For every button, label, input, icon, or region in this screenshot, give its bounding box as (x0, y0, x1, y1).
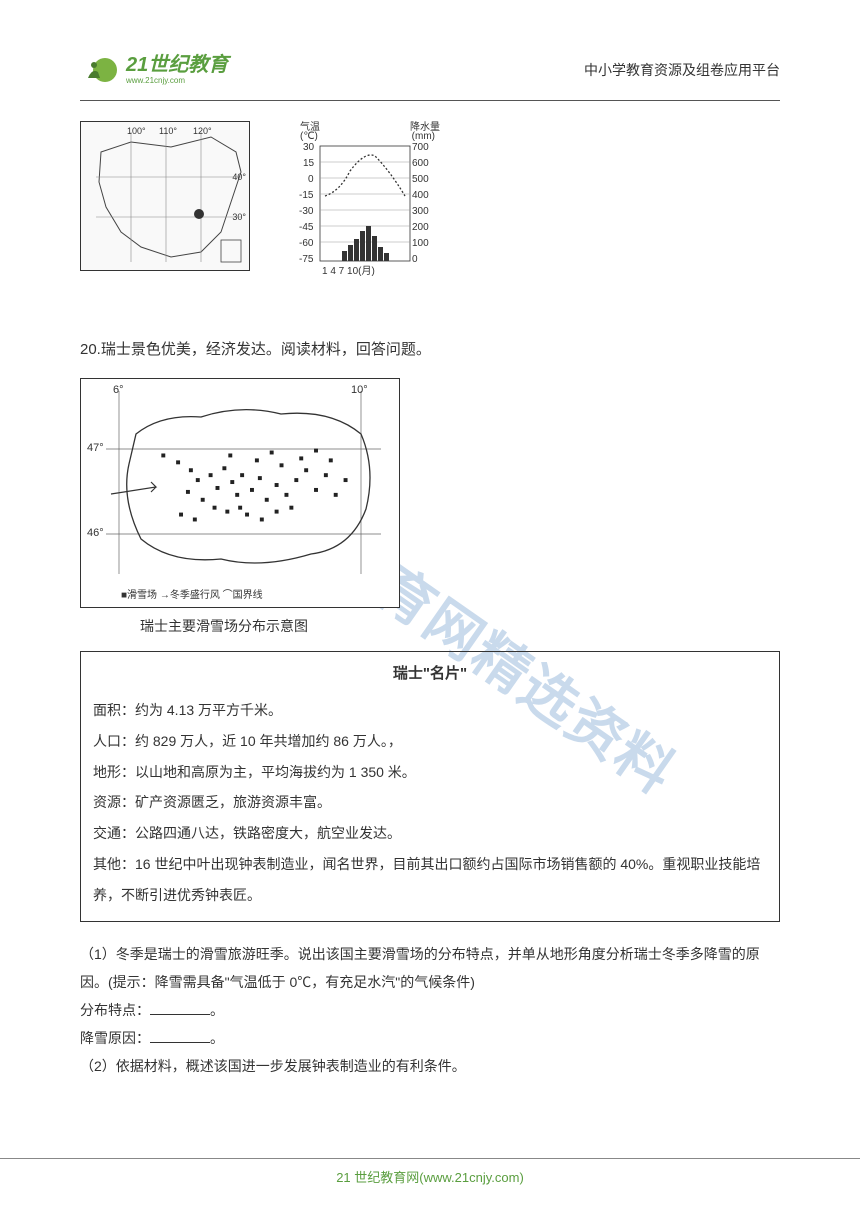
y-right: 0 (412, 254, 418, 265)
page-footer: 21 世纪教育网(www.21cnjy.com) (0, 1158, 860, 1186)
y-right: 600 (412, 158, 429, 169)
answer-blank[interactable] (150, 999, 210, 1015)
swiss-map-caption: 瑞士主要滑雪场分布示意图 (140, 616, 780, 636)
swiss-lon: 6° (113, 384, 124, 396)
header-right-text: 中小学教育资源及组卷应用平台 (584, 60, 780, 80)
y-left: -30 (299, 206, 313, 217)
info-line: 其他：16 世纪中叶出现钟表制造业，闻名世界，目前其出口额约占国际市场销售额的 … (93, 849, 767, 911)
chart-unit-right: (mm) (412, 131, 435, 142)
blank-label: 分布特点： (80, 1002, 150, 1018)
info-line: 资源：矿产资源匮乏，旅游资源丰富。 (93, 787, 767, 818)
y-right: 100 (412, 238, 429, 249)
figure-row: 100° 110° 120° 40° 30° 气温 (℃) 降水量 (mm) (80, 121, 780, 276)
map-lon-label: 120° (193, 126, 212, 136)
y-left: 15 (303, 158, 314, 169)
y-left: 30 (303, 142, 314, 153)
question-20-intro: 20.瑞士景色优美，经济发达。阅读材料，回答问题。 (80, 336, 780, 363)
swiss-map-legend: ■滑雪场 →冬季盛行风 ⌒国界线 (121, 586, 381, 601)
blank-label: 降雪原因： (80, 1030, 150, 1046)
switzerland-info-box: 瑞士"名片" 面积：约为 4.13 万平方千米。 人口：约 829 万人，近 1… (80, 651, 780, 922)
chart-unit-left: (℃) (300, 131, 318, 142)
y-left: -15 (299, 190, 313, 201)
map-lat-label: 40° (232, 172, 246, 182)
china-map-figure: 100° 110° 120° 40° 30° (80, 121, 250, 271)
y-left: 0 (308, 174, 314, 185)
footer-text: 21 世纪教育网(www.21cnjy.com) (0, 1167, 860, 1186)
map-lon-label: 100° (127, 126, 146, 136)
period: 。 (210, 1002, 224, 1018)
y-right: 200 (412, 222, 429, 233)
climate-chart-figure: 气温 (℃) 降水量 (mm) 30 15 0 -15 -30 -45 -6 (290, 121, 440, 276)
map-lat-label: 30° (232, 212, 246, 222)
header-divider (80, 100, 780, 101)
sub-question-1-blank2: 降雪原因： 。 (80, 1024, 780, 1052)
info-line: 地形：以山地和高原为主，平均海拔约为 1 350 米。 (93, 757, 767, 788)
y-right: 500 (412, 174, 429, 185)
period: 。 (210, 1030, 224, 1046)
logo-area: 21世纪教育 www.21cnjy.com (80, 50, 228, 90)
map-lon-label: 110° (159, 126, 177, 136)
y-left: -75 (299, 254, 313, 265)
y-right: 400 (412, 190, 429, 201)
sub-question-1-blank1: 分布特点： 。 (80, 996, 780, 1024)
switzerland-map-figure: 6° 10° 47° 46° ■滑雪场 →冬季盛行风 ⌒国界线 (80, 378, 400, 608)
swiss-lat: 46° (87, 527, 104, 539)
swiss-lon: 10° (351, 384, 368, 396)
info-line: 交通：公路四通八达，铁路密度大，航空业发达。 (93, 818, 767, 849)
logo-sub-text: www.21cnjy.com (126, 77, 228, 85)
info-box-title: 瑞士"名片" (93, 662, 767, 683)
swiss-lat: 47° (87, 442, 104, 454)
sub-question-2: （2）依据材料，概述该国进一步发展钟表制造业的有利条件。 (80, 1052, 780, 1080)
ski-dots (141, 419, 359, 552)
x-axis: 1 4 7 10(月) (322, 262, 375, 277)
y-left: -45 (299, 222, 313, 233)
answer-blank[interactable] (150, 1027, 210, 1043)
page-header: 21世纪教育 www.21cnjy.com 中小学教育资源及组卷应用平台 (80, 50, 780, 90)
y-right: 300 (412, 206, 429, 217)
y-right: 700 (412, 142, 429, 153)
info-line: 人口：约 829 万人，近 10 年共增加约 86 万人。， (93, 726, 767, 757)
logo-main-text: 21世纪教育 (126, 55, 228, 75)
info-line: 面积：约为 4.13 万平方千米。 (93, 695, 767, 726)
y-left: -60 (299, 238, 313, 249)
sub-question-1: （1）冬季是瑞士的滑雪旅游旺季。说出该国主要滑雪场的分布特点，并单从地形角度分析… (80, 940, 780, 996)
logo-icon (80, 50, 120, 90)
